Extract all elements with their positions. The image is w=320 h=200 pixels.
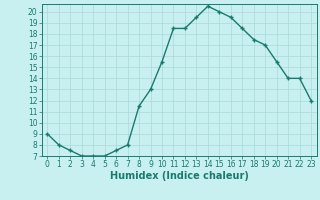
X-axis label: Humidex (Indice chaleur): Humidex (Indice chaleur) (110, 171, 249, 181)
